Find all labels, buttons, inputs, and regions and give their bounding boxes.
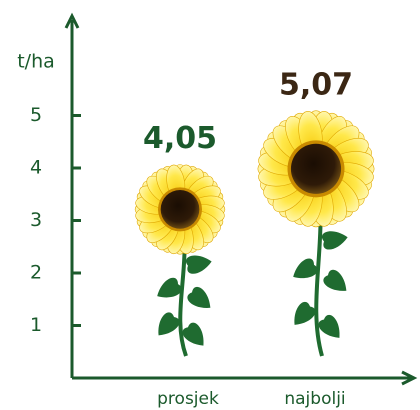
x-axis-arrow <box>401 370 418 386</box>
leaf <box>294 301 316 325</box>
y-tick-label: 3 <box>30 209 42 231</box>
leaf <box>187 286 211 308</box>
x-tick-label: najbolji <box>284 389 345 409</box>
y-axis-label: t/ha <box>17 51 55 73</box>
y-axis-arrow <box>64 12 80 29</box>
leaf <box>158 312 180 336</box>
y-tick-label: 5 <box>30 104 42 126</box>
leaf <box>182 322 204 346</box>
sunflower <box>134 164 226 357</box>
leaf <box>186 255 212 274</box>
value-label: 4,05 <box>143 121 217 156</box>
x-tick-label: prosjek <box>157 389 219 409</box>
y-tick-label: 2 <box>30 262 42 284</box>
y-tick-label: 4 <box>30 157 42 179</box>
leaf <box>323 269 347 291</box>
y-tick-label: 1 <box>30 314 42 336</box>
value-label: 5,07 <box>279 67 353 102</box>
flower-center <box>160 190 200 229</box>
leaf <box>318 314 340 338</box>
sunflower <box>257 110 375 357</box>
flower-center <box>290 143 342 194</box>
leaf <box>322 231 348 250</box>
leaf <box>157 277 182 298</box>
leaf <box>293 258 318 279</box>
